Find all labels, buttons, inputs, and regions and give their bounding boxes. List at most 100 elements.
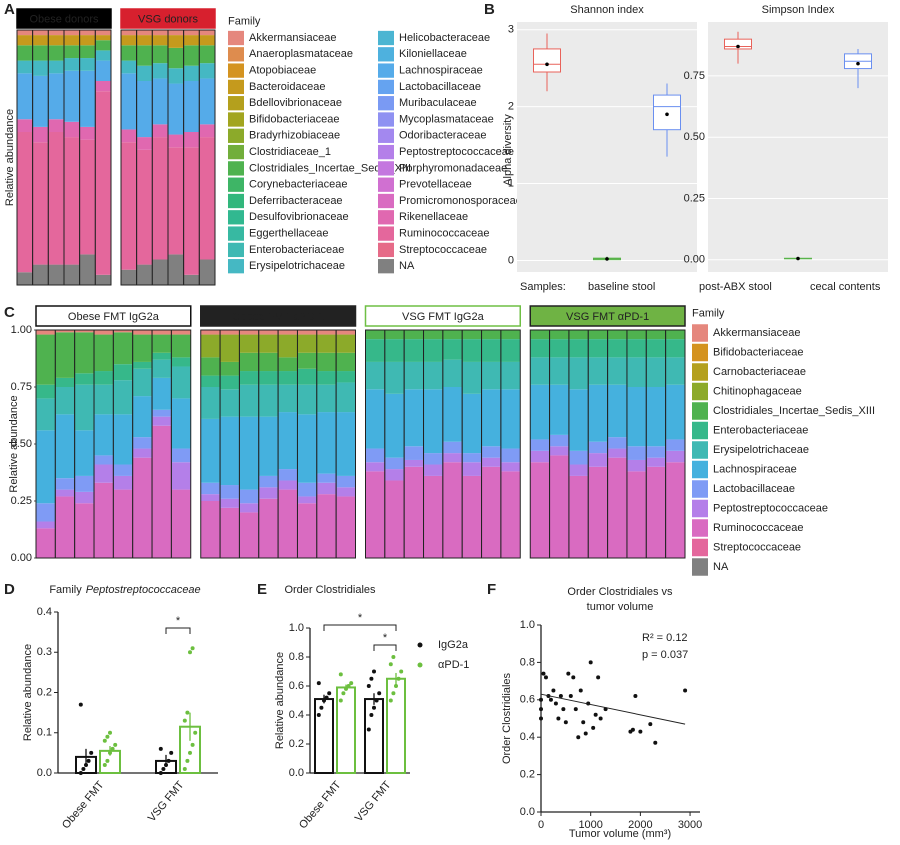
- bar-segment: [481, 389, 501, 447]
- bar-segment: [297, 334, 317, 353]
- legend-swatch: [692, 402, 708, 420]
- legend-swatch: [692, 538, 708, 557]
- bar-segment: [171, 334, 191, 358]
- bar-segment: [113, 464, 133, 476]
- y-tick-label: 0.6: [520, 694, 535, 706]
- bar-segment: [74, 330, 95, 333]
- bar-segment: [462, 361, 482, 394]
- x-tick-label: VSG FMT: [353, 779, 394, 824]
- y-tick-label: 0.3: [37, 646, 52, 658]
- y-tick-label: 0: [508, 254, 514, 266]
- bar-segment: [278, 357, 298, 372]
- y-tick-label: 1.00: [11, 324, 32, 336]
- legend-swatch: [692, 324, 708, 342]
- legend-label: Erysipelotrichaceae: [713, 444, 809, 456]
- y-tick-label: 2: [508, 101, 514, 113]
- bar-segment: [199, 259, 215, 285]
- bar-outline: [94, 29, 112, 286]
- bar-segment: [64, 58, 80, 71]
- bar-segment: [258, 416, 279, 476]
- data-point: [322, 698, 326, 703]
- x-tick-label: Obese FMT: [297, 779, 344, 831]
- data-point: [190, 742, 195, 747]
- group-label: VSG FMT αPD-1: [566, 311, 649, 323]
- legend-label: NA: [713, 561, 729, 573]
- bar-segment: [55, 377, 75, 387]
- annotation: R² = 0.12: [642, 632, 688, 644]
- bar-segment: [113, 330, 133, 333]
- data-point: [391, 655, 396, 659]
- group-label: Obese FMT aPD-1: [232, 311, 324, 323]
- bar-segment: [95, 40, 111, 51]
- legend-label: Corynebacteriaceae: [249, 179, 347, 191]
- bar-segment: [278, 489, 298, 558]
- bar-segment: [278, 469, 298, 481]
- data-point: [648, 722, 653, 727]
- bar-segment: [646, 457, 666, 467]
- bar-segment: [462, 475, 482, 558]
- bar-segment: [365, 339, 385, 362]
- bar-segment: [404, 330, 424, 340]
- bar-segment: [74, 430, 95, 476]
- bar-segment: [136, 30, 153, 36]
- legend-swatch: [228, 242, 244, 258]
- bar-segment: [152, 124, 168, 138]
- bar-segment: [336, 496, 356, 558]
- bar-segment: [336, 352, 356, 372]
- legend-swatch: [692, 382, 708, 401]
- x-axis-label: Tumor volume (mm³): [569, 828, 671, 840]
- bar-segment: [17, 60, 33, 74]
- data-point: [556, 716, 561, 721]
- group-label: VSG FMT IgG2a: [402, 311, 485, 323]
- bar-segment: [32, 126, 49, 143]
- bar-segment: [220, 485, 240, 499]
- legend-title: Family: [228, 16, 261, 28]
- bar-segment: [530, 339, 550, 358]
- data-point: [327, 691, 332, 696]
- y-tick-label: 0.4: [520, 731, 535, 743]
- legend-swatch: [378, 259, 394, 274]
- bar-segment: [36, 430, 56, 504]
- data-point: [541, 671, 546, 676]
- legend-label: IgG2a: [438, 639, 469, 651]
- bar-segment: [500, 462, 521, 472]
- bar-segment: [200, 334, 221, 358]
- legend-label: Bacteroidaceae: [249, 81, 325, 93]
- bar-segment: [220, 330, 240, 335]
- bar-segment: [121, 142, 137, 270]
- bar-segment: [113, 364, 133, 381]
- bar-segment: [48, 45, 64, 61]
- bar-segment: [568, 339, 589, 358]
- title-text: Order Clostridiales: [284, 584, 376, 596]
- bar-segment: [239, 371, 259, 385]
- bar-segment: [48, 132, 64, 265]
- bar-segment: [171, 448, 191, 463]
- legend-swatch: [228, 30, 244, 46]
- significance-bracket: [373, 644, 397, 651]
- bar-segment: [136, 35, 153, 46]
- bar-segment: [121, 30, 137, 36]
- bar-segment: [17, 35, 33, 46]
- significance-bracket: [165, 627, 191, 634]
- bar-segment: [404, 459, 424, 467]
- y-tick-label: 0.75: [684, 70, 705, 82]
- data-point: [558, 694, 563, 699]
- bar-segment: [168, 254, 184, 285]
- bar-segment: [64, 30, 80, 36]
- data-point: [102, 738, 107, 743]
- bar-segment: [239, 384, 259, 417]
- bar-segment: [549, 434, 569, 447]
- y-tick-label: 0.4: [37, 606, 52, 618]
- bar-segment: [199, 78, 215, 125]
- data-point: [578, 688, 583, 693]
- bar-segment: [626, 339, 647, 358]
- data-point: [86, 758, 91, 763]
- bar-segment: [95, 35, 111, 41]
- bar-segment: [113, 475, 133, 490]
- bar-segment: [152, 63, 168, 79]
- y-tick-label: 0.75: [11, 381, 32, 393]
- bar-segment: [17, 132, 33, 273]
- legend-label: Lachnospiraceae: [713, 463, 797, 475]
- data-point: [316, 713, 321, 717]
- bar-segment: [278, 412, 298, 470]
